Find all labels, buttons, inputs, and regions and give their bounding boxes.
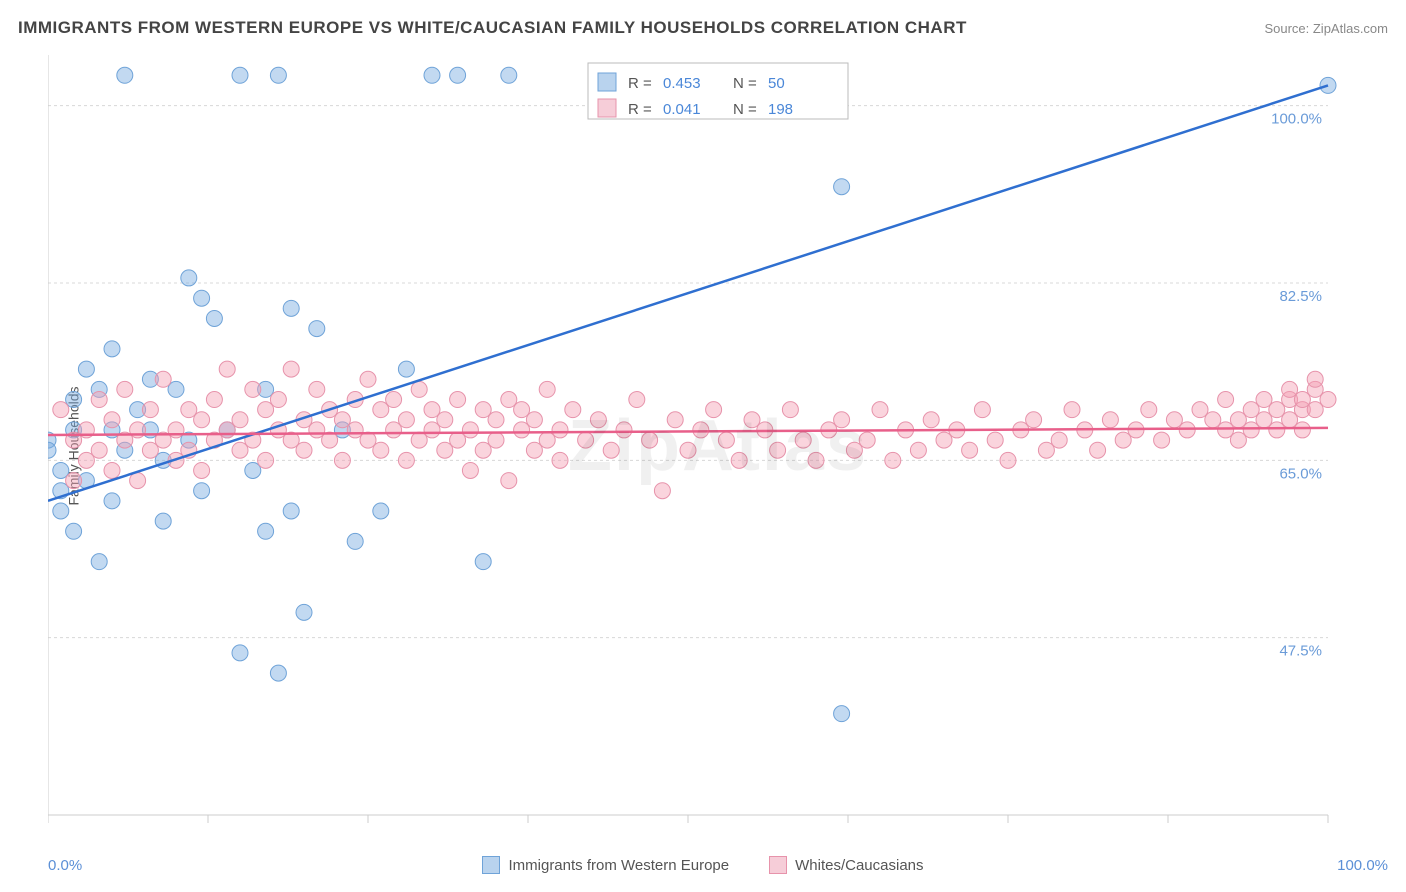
svg-text:82.5%: 82.5% (1279, 288, 1322, 305)
svg-text:50: 50 (768, 75, 785, 92)
svg-text:0.041: 0.041 (663, 101, 701, 118)
legend-item-pink: Whites/Caucasians (769, 856, 923, 874)
chart-title: IMMIGRANTS FROM WESTERN EUROPE VS WHITE/… (18, 18, 967, 38)
legend-item-blue: Immigrants from Western Europe (482, 856, 729, 874)
source-link[interactable]: ZipAtlas.com (1313, 21, 1388, 36)
legend-label: Whites/Caucasians (795, 857, 923, 874)
legend-label: Immigrants from Western Europe (508, 857, 729, 874)
svg-text:47.5%: 47.5% (1279, 643, 1322, 660)
scatter-chart: 47.5% 65.0% 82.5% 100.0% R = 0.453 N = 50 R = 0.0… (48, 55, 1388, 837)
source-prefix: Source: (1264, 21, 1312, 36)
header: IMMIGRANTS FROM WESTERN EUROPE VS WHITE/… (18, 18, 1388, 38)
svg-text:R =: R = (628, 101, 652, 118)
svg-text:N =: N = (733, 75, 757, 92)
bottom-legend: Immigrants from Western Europe Whites/Ca… (0, 856, 1406, 874)
svg-text:0.453: 0.453 (663, 75, 701, 92)
svg-text:65.0%: 65.0% (1279, 465, 1322, 482)
svg-text:R =: R = (628, 75, 652, 92)
svg-text:198: 198 (768, 101, 793, 118)
legend-swatch-icon (482, 856, 500, 874)
svg-text:100.0%: 100.0% (1271, 111, 1322, 128)
legend-swatch-icon (769, 856, 787, 874)
svg-text:N =: N = (733, 101, 757, 118)
source-attribution: Source: ZipAtlas.com (1264, 21, 1388, 36)
chart-plot-area: ZipAtlas 47.5%65.0%82.5%100.0%R =0.453N … (48, 55, 1388, 837)
